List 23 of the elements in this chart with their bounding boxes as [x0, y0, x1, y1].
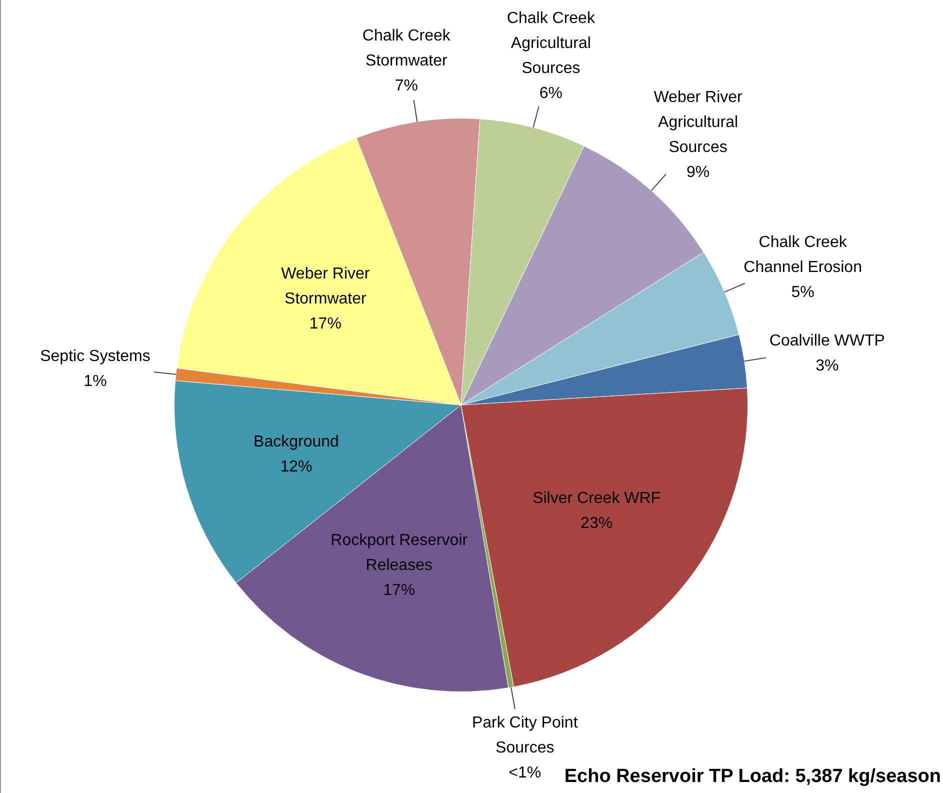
data-label: 6%	[539, 84, 562, 102]
data-label: 1%	[84, 372, 107, 390]
data-label: 12%	[280, 458, 312, 476]
slice-label: Silver Creek WRF	[532, 490, 661, 507]
slice-label: Park City Point Sources	[472, 714, 578, 756]
slice-label: Septic Systems	[40, 348, 150, 365]
slice-label: Weber River Agricultural Sources	[654, 89, 744, 156]
data-label: 5%	[791, 284, 814, 302]
slice-label: Chalk Creek Agricultural Sources	[506, 10, 596, 77]
data-label: 23%	[580, 514, 613, 532]
slice-label: Chalk Creek Channel Erosion	[744, 234, 862, 276]
text: Echo Reservoir TP Load: 5,387 kg/season	[564, 766, 941, 788]
data-label: 17%	[309, 315, 342, 332]
slice-label: Rockport Reservoir Releases	[330, 532, 468, 574]
data-label: <1%	[508, 764, 542, 782]
slice-label: Background	[254, 433, 339, 450]
slice-label: Coalville WWTP	[769, 332, 885, 350]
data-label: 9%	[686, 164, 710, 182]
data-label: 7%	[394, 77, 418, 94]
data-label: 17%	[383, 582, 416, 599]
slice-label: Weber River Stormwater	[281, 265, 370, 308]
slice-label: Chalk Creek Stormwater	[362, 27, 452, 70]
data-label: 3%	[816, 358, 839, 375]
